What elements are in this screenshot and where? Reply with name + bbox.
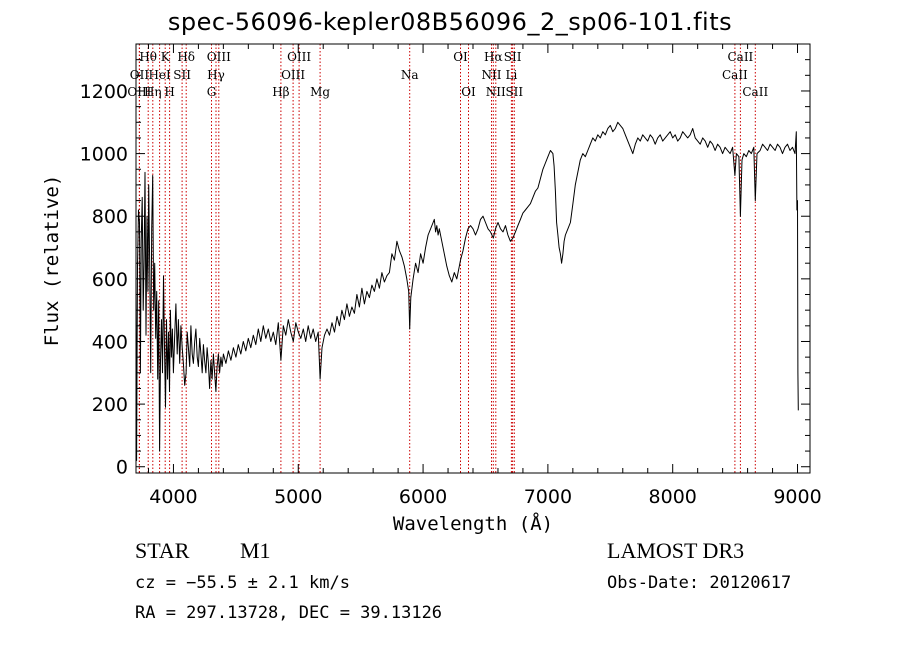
line-label-22: SII: [504, 50, 522, 64]
line-label-4: HeI: [148, 68, 171, 82]
line-label-1: OII: [130, 68, 150, 82]
x-tick-label-3: 7000: [524, 486, 572, 508]
x-tick-label-4: 8000: [649, 486, 697, 508]
line-label-9: OIII: [207, 50, 231, 64]
x-tick-label-1: 5000: [274, 486, 322, 508]
line-label-5: K: [161, 50, 171, 64]
line-label-11: G: [207, 85, 217, 99]
ra-dec-coordinates: RA = 297.13728, DEC = 39.13126: [135, 603, 443, 623]
line-label-8: Hδ: [177, 50, 195, 64]
spectral-line-markers: [138, 44, 756, 473]
object-class: STAR: [135, 538, 190, 563]
line-label-7: SII: [173, 68, 191, 82]
line-label-3: Hη: [144, 85, 162, 99]
line-label-0: Hθ: [139, 50, 157, 64]
line-label-16: Na: [401, 68, 419, 82]
line-label-19: Hα: [484, 50, 503, 64]
line-label-25: CaII: [727, 50, 753, 64]
y-tick-label-1: 200: [92, 394, 128, 416]
line-label-2: OIII: [127, 85, 151, 99]
y-tick-label-2: 400: [92, 331, 128, 353]
redshift-velocity: cz = −55.5 ± 2.1 km/s: [135, 573, 350, 593]
line-label-27: CaII: [742, 85, 768, 99]
line-label-18: OI: [461, 85, 476, 99]
x-tick-label-5: 9000: [773, 486, 821, 508]
line-label-21: NII: [486, 85, 506, 99]
line-label-13: OIII: [281, 68, 305, 82]
plot-axes: 4000 5000 6000 7000 8000 9000 0 200 400 600 800 100…: [41, 43, 822, 535]
y-tick-label-0: 0: [116, 457, 128, 479]
y-tick-label-4: 800: [92, 206, 128, 228]
x-tick-label-0: 4000: [149, 486, 197, 508]
x-axis-label: Wavelength (Å): [393, 512, 553, 535]
plot-frame: [135, 43, 811, 474]
y-tick-label-6: 1200: [80, 81, 128, 103]
line-label-24: SII: [505, 85, 523, 99]
line-label-6: H: [164, 85, 174, 99]
y-tick-label-3: 600: [92, 269, 128, 291]
survey-name: LAMOST DR3: [607, 538, 745, 563]
line-label-15: Mg: [310, 85, 330, 99]
spectrum-line: [135, 121, 799, 461]
y-axis-label: Flux (relative): [41, 175, 63, 347]
line-label-17: OI: [453, 50, 468, 64]
line-label-10: Hγ: [207, 68, 225, 82]
object-subclass: M1: [240, 538, 271, 563]
chart-title: spec-56096-kepler08B56096_2_sp06-101.fit…: [167, 8, 733, 36]
spectrum-series: [135, 121, 799, 461]
line-label-20: NII: [482, 68, 502, 82]
line-label-14: OIII: [287, 50, 311, 64]
observation-date: Obs-Date: 20120617: [607, 573, 792, 593]
y-tick-label-5: 1000: [80, 144, 128, 166]
line-label-12: Hβ: [272, 85, 289, 99]
line-label-23: Li: [505, 68, 517, 82]
line-label-26: CaII: [722, 68, 748, 82]
x-tick-label-2: 6000: [399, 486, 447, 508]
